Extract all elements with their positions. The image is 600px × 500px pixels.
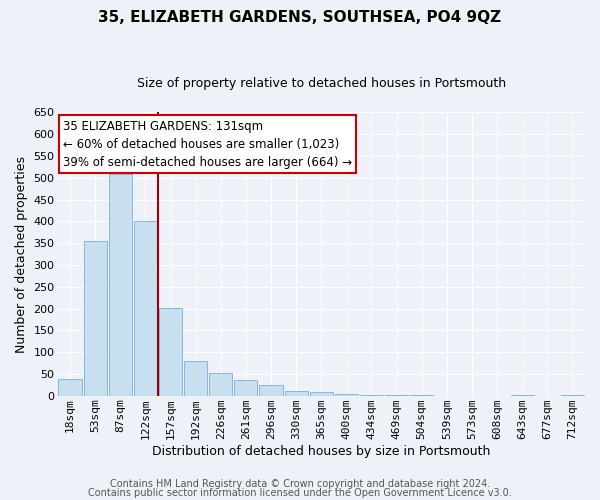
Y-axis label: Number of detached properties: Number of detached properties	[15, 156, 28, 352]
Bar	[134, 222, 157, 396]
Bar	[58, 379, 82, 396]
Bar	[284, 392, 308, 396]
Text: Contains public sector information licensed under the Open Government Licence v3: Contains public sector information licen…	[88, 488, 512, 498]
Bar	[83, 241, 107, 396]
Text: 35, ELIZABETH GARDENS, SOUTHSEA, PO4 9QZ: 35, ELIZABETH GARDENS, SOUTHSEA, PO4 9QZ	[98, 10, 502, 25]
Text: Contains HM Land Registry data © Crown copyright and database right 2024.: Contains HM Land Registry data © Crown c…	[110, 479, 490, 489]
Text: 35 ELIZABETH GARDENS: 131sqm
← 60% of detached houses are smaller (1,023)
39% of: 35 ELIZABETH GARDENS: 131sqm ← 60% of de…	[63, 120, 352, 168]
Bar	[360, 395, 383, 396]
Bar	[335, 394, 358, 396]
Bar	[235, 380, 257, 396]
Bar	[184, 361, 207, 396]
Title: Size of property relative to detached houses in Portsmouth: Size of property relative to detached ho…	[137, 78, 506, 90]
X-axis label: Distribution of detached houses by size in Portsmouth: Distribution of detached houses by size …	[152, 444, 490, 458]
Bar	[159, 308, 182, 396]
Bar	[259, 385, 283, 396]
Bar	[109, 174, 132, 396]
Bar	[209, 372, 232, 396]
Bar	[310, 392, 333, 396]
